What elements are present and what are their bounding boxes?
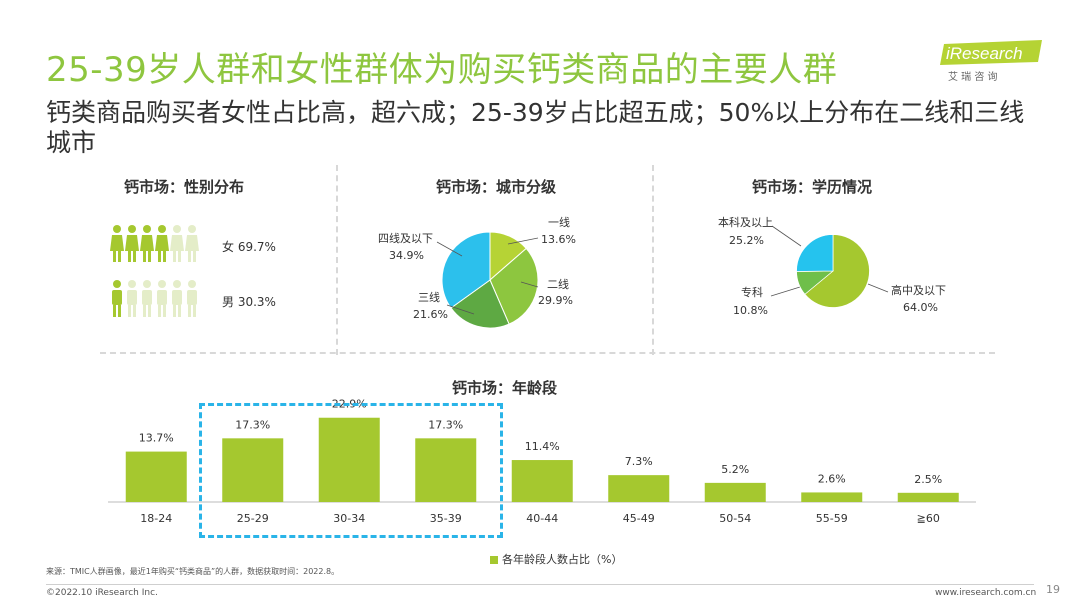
age-bar-7 bbox=[801, 492, 863, 502]
city-label-tier2: 二线 bbox=[547, 278, 569, 291]
age-tick-label: 40-44 bbox=[526, 512, 558, 525]
age-bar-value-label: 7.3% bbox=[625, 455, 653, 468]
male-person-icon bbox=[112, 280, 122, 317]
edu-value-high: 64.0% bbox=[903, 301, 938, 314]
logo-subtext: 艾 瑞 咨 询 bbox=[948, 70, 998, 83]
city-value-tier3: 21.6% bbox=[413, 308, 448, 321]
age-bar-value-label: 11.4% bbox=[525, 440, 560, 453]
page-title: 25-39岁人群和女性群体为购买钙类商品的主要人群 bbox=[46, 50, 838, 90]
age-tick-label: 50-54 bbox=[719, 512, 751, 525]
age-bar-value-label: 17.3% bbox=[428, 418, 463, 431]
age-tick-label: 25-29 bbox=[237, 512, 269, 525]
edu-label-bachelor: 本科及以上 bbox=[718, 216, 773, 229]
age-tick-label: 55-59 bbox=[816, 512, 848, 525]
edu-value-college: 10.8% bbox=[733, 304, 768, 317]
edu-label-college: 专科 bbox=[741, 286, 763, 299]
edu-value-bachelor: 25.2% bbox=[729, 234, 764, 247]
female-person-icon bbox=[140, 225, 154, 262]
male-icons bbox=[112, 280, 197, 317]
footer-divider bbox=[46, 584, 1034, 585]
city-value-tier2: 29.9% bbox=[538, 294, 573, 307]
female-icons bbox=[110, 225, 199, 262]
legend-label: 各年龄段人数占比（%） bbox=[502, 553, 623, 566]
age-bar-1 bbox=[222, 438, 284, 502]
page-number: 19 bbox=[1046, 583, 1060, 596]
age-bar-value-label: 2.5% bbox=[914, 473, 942, 486]
age-bar-3 bbox=[415, 438, 477, 502]
male-person-icon bbox=[127, 280, 137, 317]
age-bar-4 bbox=[511, 460, 573, 502]
male-person-icon bbox=[157, 280, 167, 317]
city-value-tier4: 34.9% bbox=[389, 249, 424, 262]
age-bar-5 bbox=[608, 475, 670, 502]
edu-pie bbox=[796, 234, 870, 308]
source-note: 来源：TMIC人群画像，最近1年购买“钙类商品”的人群，数据获取时间：2022.… bbox=[46, 567, 340, 576]
city-pie-title: 钙市场：城市分级 bbox=[436, 178, 557, 196]
city-label-tier3: 三线 bbox=[418, 291, 440, 304]
page-subtitle: 钙类商品购买者女性占比高，超六成；25-39岁占比超五成；50%以上分布在二线和… bbox=[46, 98, 1025, 157]
highlight-box-25-39 bbox=[199, 403, 503, 538]
female-person-icon bbox=[155, 225, 169, 262]
male-label: 男 30.3% bbox=[222, 295, 276, 309]
city-label-tier4: 四线及以下 bbox=[378, 232, 433, 245]
age-chart-legend: 各年龄段人数占比（%） bbox=[490, 551, 622, 567]
female-person-icon bbox=[185, 225, 199, 262]
age-tick-label: ≧60 bbox=[917, 512, 940, 525]
age-tick-label: 45-49 bbox=[623, 512, 655, 525]
male-person-icon bbox=[187, 280, 197, 317]
male-person-icon bbox=[172, 280, 182, 317]
female-person-icon bbox=[110, 225, 124, 262]
edu-label-high: 高中及以下 bbox=[891, 284, 946, 297]
age-bar-value-label: 5.2% bbox=[721, 463, 749, 476]
age-bar-value-label: 13.7% bbox=[139, 432, 174, 445]
divider-1 bbox=[336, 165, 338, 355]
gender-panel-title: 钙市场：性别分布 bbox=[124, 178, 245, 196]
age-tick-label: 30-34 bbox=[333, 512, 365, 525]
divider-2 bbox=[652, 165, 654, 355]
city-pie-slice-1 bbox=[489, 247, 539, 325]
edu-pie-title: 钙市场：学历情况 bbox=[752, 178, 873, 196]
age-bar-2 bbox=[318, 417, 380, 502]
age-tick-label: 18-24 bbox=[140, 512, 172, 525]
age-bar-value-label: 17.3% bbox=[235, 418, 270, 431]
legend-swatch bbox=[490, 556, 498, 564]
logo-text: iResearch bbox=[946, 44, 1023, 63]
female-person-icon bbox=[125, 225, 139, 262]
female-person-icon bbox=[170, 225, 184, 262]
male-person-icon bbox=[142, 280, 152, 317]
city-label-tier1: 一线 bbox=[548, 216, 570, 229]
divider-horizontal bbox=[100, 352, 995, 354]
city-value-tier1: 13.6% bbox=[541, 233, 576, 246]
copyright: ©2022.10 iResearch Inc. bbox=[46, 588, 158, 598]
age-chart-title: 钙市场：年龄段 bbox=[452, 379, 558, 397]
website-url: www.iresearch.com.cn bbox=[935, 588, 1037, 598]
age-bar-6 bbox=[704, 482, 766, 502]
age-bar-0 bbox=[125, 451, 187, 502]
iresearch-logo: iResearch 艾 瑞 咨 询 bbox=[940, 40, 1042, 83]
age-bar-value-label: 2.6% bbox=[818, 472, 846, 485]
age-tick-label: 35-39 bbox=[430, 512, 462, 525]
age-bar-8 bbox=[897, 492, 959, 502]
edu-pie-slice-0 bbox=[804, 234, 870, 308]
edu-pie-slice-2 bbox=[796, 234, 834, 272]
female-label: 女 69.7% bbox=[222, 240, 276, 254]
